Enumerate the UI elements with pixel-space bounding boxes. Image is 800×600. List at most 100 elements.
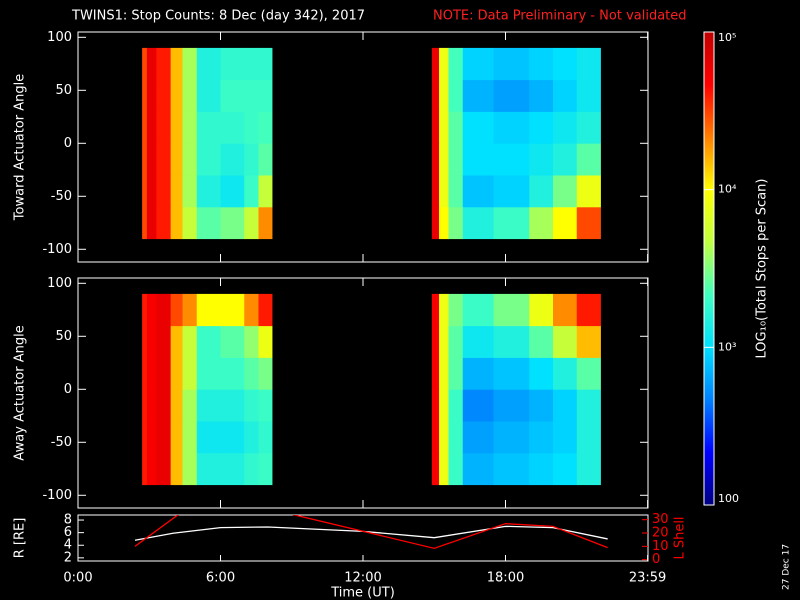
- heat-cell: [448, 175, 464, 208]
- heat-cell: [196, 206, 221, 240]
- y-tick-label: 6: [64, 525, 72, 540]
- y-tick-label: 50: [55, 329, 72, 344]
- y-axis-label: Toward Actuator Angle: [13, 74, 28, 221]
- heat-cell: [170, 357, 183, 390]
- heat-cell: [529, 79, 554, 112]
- heat-cell: [462, 206, 495, 240]
- heat-cell: [244, 389, 259, 422]
- heat-cell: [448, 206, 464, 240]
- y2-tick-label: 10: [652, 539, 669, 554]
- heat-cell: [156, 79, 172, 112]
- series-line: [134, 515, 608, 550]
- heat-cell: [244, 175, 259, 208]
- heat-cell: [220, 175, 245, 208]
- heat-cell: [462, 293, 495, 327]
- heat-cell: [448, 452, 464, 486]
- heat-cell: [258, 175, 273, 208]
- heat-cell: [258, 111, 273, 144]
- heat-cell: [196, 357, 221, 390]
- y2-tick-label: 20: [652, 526, 669, 541]
- heat-cell: [258, 293, 273, 327]
- plot-frame: [77, 514, 649, 562]
- heat-cell: [553, 175, 578, 208]
- y-tick-label: -100: [42, 242, 72, 257]
- date-stamp: 27 Dec 17: [782, 544, 792, 590]
- heat-cell: [170, 389, 183, 422]
- y-tick-label: 0: [64, 382, 72, 397]
- heat-cell: [448, 293, 464, 327]
- heat-cell: [431, 421, 440, 454]
- heat-cell: [553, 357, 578, 390]
- heat-cell: [431, 357, 440, 390]
- heat-cell: [182, 421, 198, 454]
- note: NOTE: Data Preliminary - Not validated: [433, 9, 687, 24]
- x-tick-label: 18:00: [487, 571, 524, 586]
- heat-cell: [170, 79, 183, 112]
- heat-cell: [220, 452, 245, 486]
- heat-cell: [196, 325, 221, 358]
- y-tick-label: 8: [64, 513, 72, 528]
- x-tick-label: 12:00: [344, 571, 381, 586]
- heat-cell: [576, 389, 601, 422]
- heat-cell: [553, 325, 578, 358]
- heat-cell: [156, 325, 172, 358]
- heat-cell: [493, 421, 530, 454]
- colorbar-tick-label: 100: [718, 492, 739, 505]
- y-tick-label: 100: [47, 30, 72, 45]
- heat-cell: [146, 47, 157, 81]
- heat-cell: [576, 357, 601, 390]
- heat-cell: [156, 357, 172, 390]
- heat-cell: [576, 111, 601, 144]
- heat-cell: [220, 206, 245, 240]
- heat-cell: [170, 143, 183, 176]
- y2-axis-label: L Shell: [673, 516, 688, 559]
- heat-cell: [220, 421, 245, 454]
- heat-cell: [439, 389, 449, 422]
- heat-cell: [258, 47, 273, 81]
- y-tick-label: -50: [51, 435, 72, 450]
- heat-cell: [576, 293, 601, 327]
- heat-cell: [439, 421, 449, 454]
- heat-cell: [196, 111, 221, 144]
- heat-cell: [493, 389, 530, 422]
- heat-cell: [493, 111, 530, 144]
- heat-cell: [142, 47, 148, 81]
- heat-cell: [529, 421, 554, 454]
- y-tick-label: 2: [64, 550, 72, 565]
- heat-cell: [170, 325, 183, 358]
- heat-cell: [220, 111, 245, 144]
- heat-cell: [146, 111, 157, 144]
- heat-cell: [142, 325, 148, 358]
- heat-cell: [529, 143, 554, 176]
- heat-cell: [576, 452, 601, 486]
- heat-cell: [439, 79, 449, 112]
- heat-cell: [244, 79, 259, 112]
- heat-cell: [170, 47, 183, 81]
- heat-cell: [553, 452, 578, 486]
- heat-cell: [439, 175, 449, 208]
- heat-cell: [448, 79, 464, 112]
- heat-cell: [431, 389, 440, 422]
- colorbar-tick-label: 10³: [718, 340, 736, 353]
- heat-cell: [258, 325, 273, 358]
- colorbar-tick-label: 10⁴: [718, 183, 737, 196]
- heat-cell: [182, 175, 198, 208]
- heat-cell: [182, 111, 198, 144]
- heat-cell: [462, 357, 495, 390]
- heat-cell: [553, 206, 578, 240]
- heat-cell: [462, 421, 495, 454]
- y-tick-label: -50: [51, 189, 72, 204]
- heat-cell: [431, 47, 440, 81]
- heat-cell: [462, 389, 495, 422]
- heat-cell: [244, 357, 259, 390]
- heat-cell: [244, 111, 259, 144]
- heat-cell: [146, 389, 157, 422]
- y-tick-label: -100: [42, 488, 72, 503]
- heat-cell: [493, 206, 530, 240]
- colorbar: [703, 31, 715, 506]
- heat-cell: [196, 175, 221, 208]
- heat-cell: [576, 47, 601, 81]
- heat-cell: [529, 389, 554, 422]
- heat-cell: [156, 421, 172, 454]
- x-tick-label: 23:59: [629, 571, 666, 586]
